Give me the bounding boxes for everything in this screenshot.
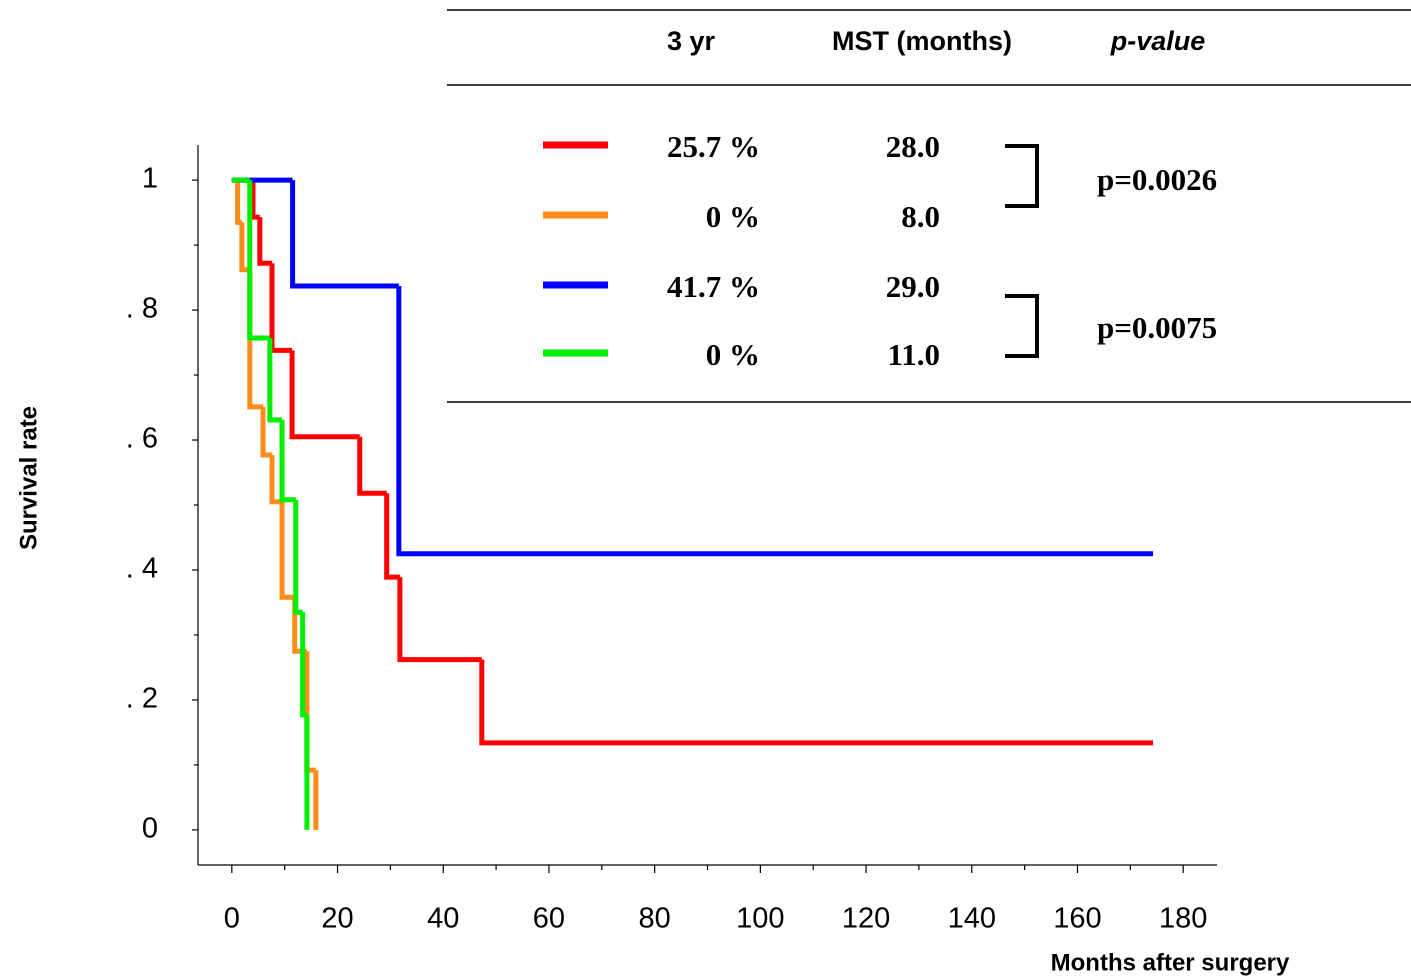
table-header: p-value bbox=[1110, 26, 1206, 56]
x-tick-label: 120 bbox=[842, 903, 890, 935]
y-axis-label: Survival rate bbox=[15, 406, 42, 550]
y-tick-label: . 2 bbox=[126, 683, 158, 715]
survival-step bbox=[357, 436, 387, 496]
x-tick-label: 80 bbox=[639, 903, 671, 935]
y-tick-label: 0 bbox=[142, 813, 158, 845]
survival-step bbox=[279, 501, 295, 600]
survival-step bbox=[235, 180, 242, 225]
x-tick-label: 60 bbox=[533, 903, 565, 935]
y-tick-label: . 8 bbox=[126, 293, 158, 325]
x-tick-label: 100 bbox=[736, 903, 784, 935]
p-value: p=0.0075 bbox=[1097, 310, 1217, 345]
survival-step bbox=[396, 286, 1154, 557]
survival-step bbox=[479, 659, 1154, 746]
y-tick-label: 1 bbox=[142, 163, 158, 195]
three-year-rate: 0 % bbox=[706, 337, 760, 372]
survival-step bbox=[293, 499, 303, 615]
survival-step bbox=[289, 350, 360, 440]
survival-step bbox=[269, 263, 293, 353]
x-tick-label: 180 bbox=[1159, 903, 1207, 935]
x-tick-label: 140 bbox=[948, 903, 996, 935]
bracket bbox=[1005, 144, 1039, 208]
x-tick-label: 40 bbox=[427, 903, 459, 935]
survival-step bbox=[267, 337, 283, 423]
survival-step bbox=[239, 222, 250, 273]
table-header: 3 yr bbox=[667, 26, 716, 56]
survival-step bbox=[257, 217, 272, 266]
mst: 28.0 bbox=[886, 129, 940, 164]
x-tick-label: 0 bbox=[224, 903, 240, 935]
x-tick-label: 160 bbox=[1053, 903, 1101, 935]
mst: 11.0 bbox=[887, 337, 940, 372]
survival-step bbox=[397, 577, 482, 663]
three-year-rate: 25.7 % bbox=[667, 129, 760, 164]
survival-step bbox=[247, 180, 270, 341]
survival-step bbox=[260, 406, 272, 458]
table-header: MST (months) bbox=[832, 26, 1012, 56]
y-tick-label: . 4 bbox=[126, 553, 158, 585]
bracket bbox=[1005, 294, 1039, 358]
mst: 8.0 bbox=[901, 199, 940, 234]
three-year-rate: 41.7 % bbox=[667, 269, 760, 304]
survival-step bbox=[279, 419, 296, 503]
survival-step bbox=[250, 180, 260, 220]
mst: 29.0 bbox=[886, 269, 940, 304]
y-tick-label: . 6 bbox=[126, 423, 158, 455]
x-tick-label: 20 bbox=[321, 903, 353, 935]
survival-step bbox=[384, 493, 400, 580]
p-value: p=0.0026 bbox=[1097, 162, 1217, 197]
survival-step bbox=[269, 454, 283, 505]
three-year-rate: 0 % bbox=[706, 199, 760, 234]
survival-step bbox=[290, 180, 399, 289]
x-axis-label: Months after surgery bbox=[1051, 949, 1290, 976]
